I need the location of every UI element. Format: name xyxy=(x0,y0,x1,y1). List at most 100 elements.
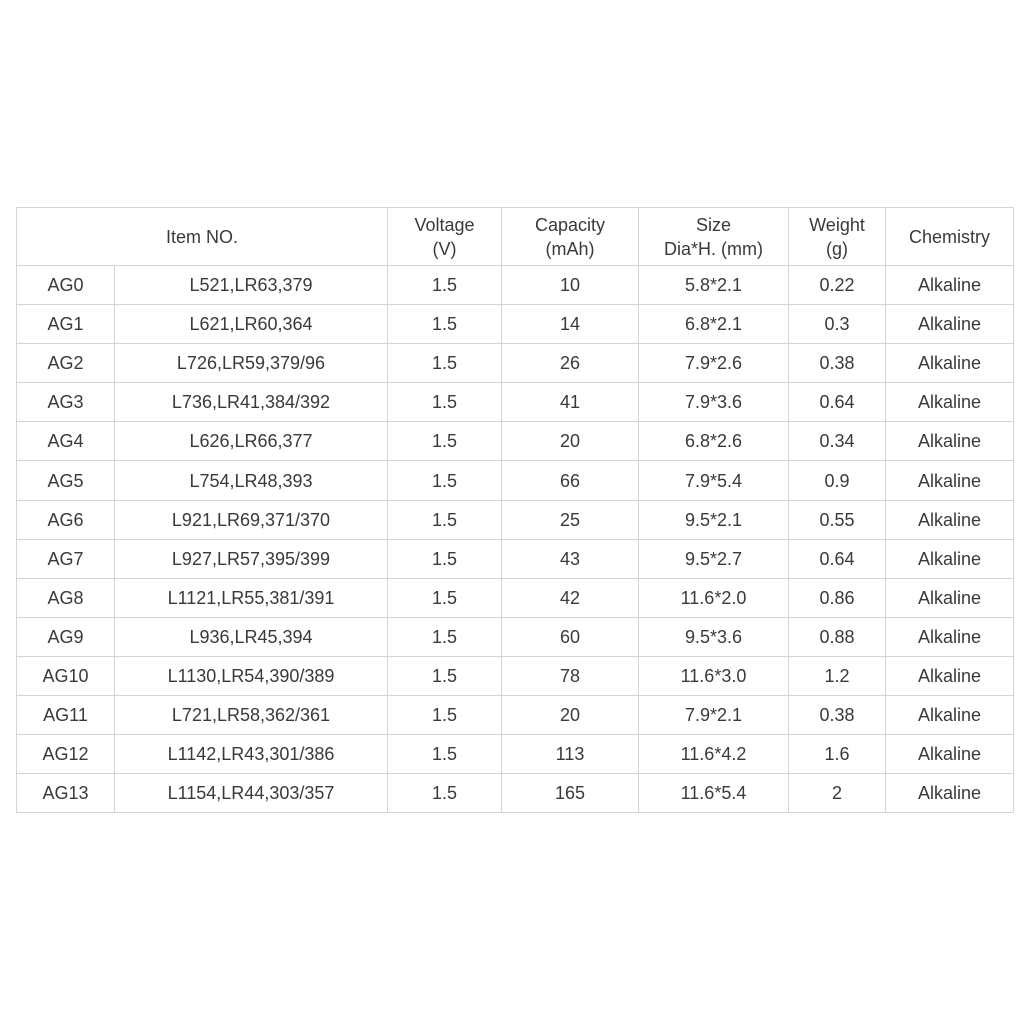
cell-equiv: L1142,LR43,301/386 xyxy=(114,734,388,775)
cell-capacity: 43 xyxy=(501,538,639,579)
cell-voltage: 1.5 xyxy=(387,421,502,462)
cell-ag: AG6 xyxy=(16,499,115,540)
cell-chemistry: Alkaline xyxy=(885,264,1014,306)
cell-equiv: L721,LR58,362/361 xyxy=(114,695,388,736)
cell-chemistry: Alkaline xyxy=(885,577,1014,618)
table-row: AG0 L521,LR63,379 1.5 10 5.8*2.1 0.22 Alkaline xyxy=(16,264,1014,306)
cell-ag: AG5 xyxy=(16,460,115,501)
cell-ag: AG1 xyxy=(16,304,115,345)
cell-size: 9.5*2.1 xyxy=(638,499,789,540)
cell-size: 7.9*5.4 xyxy=(638,460,789,501)
table-row: AG3 L736,LR41,384/392 1.5 41 7.9*3.6 0.64 Alka… xyxy=(16,382,1014,423)
header-capacity: Capacity (mAh) xyxy=(501,207,639,266)
table-row: AG10 L1130,LR54,390/389 1.5 78 11.6*3.0 1.2 Al… xyxy=(16,655,1014,697)
cell-capacity: 60 xyxy=(501,616,639,657)
cell-ag: AG9 xyxy=(16,616,115,657)
cell-size: 6.8*2.6 xyxy=(638,421,789,462)
cell-capacity: 41 xyxy=(501,382,639,423)
cell-weight: 1.6 xyxy=(788,734,886,775)
cell-capacity: 113 xyxy=(501,734,639,775)
cell-size: 9.5*2.7 xyxy=(638,538,789,579)
cell-weight: 0.38 xyxy=(788,343,886,384)
cell-voltage: 1.5 xyxy=(387,382,502,423)
table-row: AG8 L1121,LR55,381/391 1.5 42 11.6*2.0 0.86 Al… xyxy=(16,577,1014,618)
cell-weight: 0.34 xyxy=(788,421,886,462)
cell-ag: AG4 xyxy=(16,421,115,462)
cell-size: 7.9*2.1 xyxy=(638,695,789,736)
cell-weight: 1.2 xyxy=(788,655,886,697)
header-size: Size Dia*H. (mm) xyxy=(638,207,789,266)
cell-ag: AG3 xyxy=(16,382,115,423)
cell-weight: 0.64 xyxy=(788,538,886,579)
cell-chemistry: Alkaline xyxy=(885,460,1014,501)
cell-chemistry: Alkaline xyxy=(885,695,1014,736)
cell-voltage: 1.5 xyxy=(387,343,502,384)
cell-chemistry: Alkaline xyxy=(885,343,1014,384)
cell-equiv: L921,LR69,371/370 xyxy=(114,499,388,540)
cell-equiv: L1154,LR44,303/357 xyxy=(114,773,388,814)
cell-chemistry: Alkaline xyxy=(885,499,1014,540)
cell-size: 11.6*3.0 xyxy=(638,655,789,697)
cell-chemistry: Alkaline xyxy=(885,655,1014,697)
cell-voltage: 1.5 xyxy=(387,734,502,775)
cell-voltage: 1.5 xyxy=(387,304,502,345)
cell-voltage: 1.5 xyxy=(387,655,502,697)
cell-voltage: 1.5 xyxy=(387,577,502,618)
cell-equiv: L626,LR66,377 xyxy=(114,421,388,462)
cell-equiv: L621,LR60,364 xyxy=(114,304,388,345)
header-row: Item NO. Voltage (V) Capacity (mAh) Size Di… xyxy=(16,207,1014,266)
cell-size: 5.8*2.1 xyxy=(638,264,789,306)
cell-capacity: 10 xyxy=(501,264,639,306)
cell-equiv: L927,LR57,395/399 xyxy=(114,538,388,579)
table-row: AG2 L726,LR59,379/96 1.5 26 7.9*2.6 0.38 Alkal… xyxy=(16,343,1014,384)
cell-weight: 2 xyxy=(788,773,886,814)
cell-weight: 0.64 xyxy=(788,382,886,423)
cell-chemistry: Alkaline xyxy=(885,734,1014,775)
cell-ag: AG10 xyxy=(16,655,115,697)
cell-ag: AG2 xyxy=(16,343,115,384)
cell-weight: 0.55 xyxy=(788,499,886,540)
cell-size: 7.9*3.6 xyxy=(638,382,789,423)
cell-chemistry: Alkaline xyxy=(885,773,1014,814)
cell-equiv: L936,LR45,394 xyxy=(114,616,388,657)
cell-ag: AG11 xyxy=(16,695,115,736)
cell-voltage: 1.5 xyxy=(387,499,502,540)
cell-capacity: 42 xyxy=(501,577,639,618)
table-row: AG9 L936,LR45,394 1.5 60 9.5*3.6 0.88 Alkaline xyxy=(16,616,1014,657)
cell-size: 7.9*2.6 xyxy=(638,343,789,384)
table-row: AG5 L754,LR48,393 1.5 66 7.9*5.4 0.9 Alkaline xyxy=(16,460,1014,501)
cell-voltage: 1.5 xyxy=(387,695,502,736)
cell-equiv: L754,LR48,393 xyxy=(114,460,388,501)
cell-voltage: 1.5 xyxy=(387,264,502,306)
cell-chemistry: Alkaline xyxy=(885,538,1014,579)
cell-equiv: L521,LR63,379 xyxy=(114,264,388,306)
cell-size: 11.6*2.0 xyxy=(638,577,789,618)
cell-size: 11.6*5.4 xyxy=(638,773,789,814)
cell-ag: AG8 xyxy=(16,577,115,618)
table-row: AG1 L621,LR60,364 1.5 14 6.8*2.1 0.3 Alkaline xyxy=(16,304,1014,345)
cell-weight: 0.38 xyxy=(788,695,886,736)
cell-capacity: 14 xyxy=(501,304,639,345)
cell-ag: AG7 xyxy=(16,538,115,579)
cell-capacity: 26 xyxy=(501,343,639,384)
cell-capacity: 78 xyxy=(501,655,639,697)
cell-capacity: 25 xyxy=(501,499,639,540)
cell-ag: AG0 xyxy=(16,264,115,306)
cell-chemistry: Alkaline xyxy=(885,382,1014,423)
header-item-no: Item NO. xyxy=(16,207,388,266)
cell-capacity: 20 xyxy=(501,421,639,462)
cell-weight: 0.3 xyxy=(788,304,886,345)
cell-size: 11.6*4.2 xyxy=(638,734,789,775)
cell-weight: 0.9 xyxy=(788,460,886,501)
cell-voltage: 1.5 xyxy=(387,773,502,814)
cell-capacity: 20 xyxy=(501,695,639,736)
cell-weight: 0.88 xyxy=(788,616,886,657)
cell-chemistry: Alkaline xyxy=(885,421,1014,462)
table-row: AG11 L721,LR58,362/361 1.5 20 7.9*2.1 0.38 Alk… xyxy=(16,695,1014,736)
cell-size: 9.5*3.6 xyxy=(638,616,789,657)
cell-capacity: 165 xyxy=(501,773,639,814)
cell-equiv: L726,LR59,379/96 xyxy=(114,343,388,384)
table-row: AG6 L921,LR69,371/370 1.5 25 9.5*2.1 0.55 Alka… xyxy=(16,499,1014,540)
cell-size: 6.8*2.1 xyxy=(638,304,789,345)
cell-voltage: 1.5 xyxy=(387,460,502,501)
